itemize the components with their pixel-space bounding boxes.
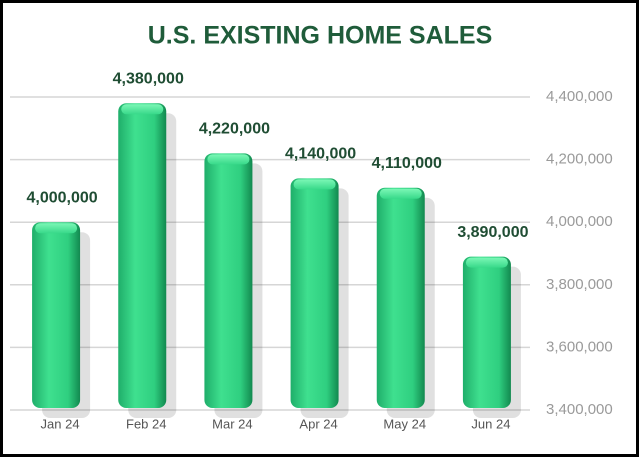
x-tick-label: Jun 24	[471, 416, 510, 431]
y-tick-label: 3,600,000	[546, 338, 613, 355]
y-tick-label: 4,000,000	[546, 213, 613, 230]
bar	[204, 153, 253, 408]
y-tick-label: 3,800,000	[546, 276, 613, 293]
chart-title: U.S. EXISTING HOME SALES	[148, 22, 493, 50]
data-label: 4,220,000	[199, 121, 270, 138]
y-tick-label: 3,400,000	[546, 401, 613, 418]
x-tick-label: Mar 24	[212, 416, 252, 431]
plot: 3,400,000 3,600,000 3,800,000 4,000,000 4,20…	[10, 70, 613, 431]
data-label: 4,140,000	[285, 146, 356, 163]
y-tick-label: 4,200,000	[546, 151, 613, 168]
data-label: 3,890,000	[457, 224, 528, 241]
bar	[290, 178, 339, 408]
bar-cap	[379, 188, 422, 199]
bar	[462, 256, 511, 408]
bar-cap	[207, 154, 250, 165]
bar	[32, 222, 81, 408]
x-tick-label: May 24	[383, 416, 426, 431]
x-tick-label: Feb 24	[126, 416, 166, 431]
x-tick-label: Jan 24	[41, 416, 80, 431]
y-tick-label: 4,400,000	[546, 88, 613, 105]
bar-cap	[121, 104, 164, 115]
bar-cap	[293, 179, 336, 190]
data-label: 4,380,000	[113, 70, 184, 87]
x-tick-label: Apr 24	[299, 416, 337, 431]
bar	[118, 103, 167, 408]
data-label: 4,000,000	[26, 189, 97, 206]
bar-cap	[35, 223, 78, 234]
data-label: 4,110,000	[372, 155, 442, 172]
bar-cap	[465, 257, 508, 268]
bar	[376, 187, 425, 408]
